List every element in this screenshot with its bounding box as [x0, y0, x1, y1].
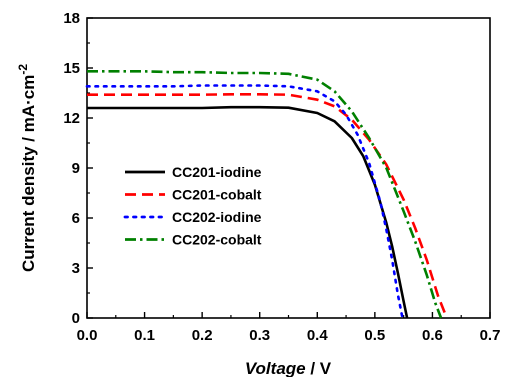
- axis-tick-labels: 0.0 0.1 0.2 0.3 0.4 0.5 0.6 0.7 0 3 6 9 12 15 18: [63, 10, 500, 344]
- series-line-cc202-iodine: [85, 84, 404, 320]
- series-line-cc201-iodine: [87, 105, 409, 319]
- x-tick-label: 0.5: [364, 327, 385, 344]
- y-tick-label: 6: [72, 210, 80, 227]
- x-axis-title-rest: / V: [306, 359, 332, 377]
- x-axis-title-italic: Voltage: [245, 359, 306, 377]
- series-line-cc201-cobalt: [87, 93, 449, 319]
- x-tick-label: 0.6: [422, 327, 443, 344]
- y-tick-label: 9: [72, 160, 80, 177]
- x-tick-label: 0.0: [77, 327, 98, 344]
- y-axis-title-main: Current density / mA·cm: [19, 75, 38, 272]
- x-tick-label: 0.1: [134, 327, 155, 344]
- x-tick-label: 0.4: [307, 327, 329, 344]
- y-tick-label: 3: [72, 260, 80, 277]
- y-tick-label: 0: [72, 310, 80, 327]
- legend-label: CC202-iodine: [172, 209, 262, 225]
- y-axis-title: Current density / mA·cm-2: [16, 64, 38, 272]
- legend-label: CC202-cobalt: [172, 232, 262, 248]
- y-axis-title-sup: -2: [16, 64, 30, 75]
- series-line-cc202-cobalt: [87, 70, 443, 319]
- x-axis-title: Voltage / V: [245, 359, 332, 377]
- x-tick-label: 0.7: [480, 327, 501, 344]
- y-tick-label: 12: [63, 110, 80, 127]
- legend-label: CC201-cobalt: [172, 187, 262, 203]
- x-tick-label: 0.2: [192, 327, 213, 344]
- series-lines: [85, 70, 449, 320]
- legend: CC201-iodine CC201-cobalt CC202-iodine CC20…: [123, 164, 262, 248]
- legend-label: CC201-iodine: [172, 164, 262, 180]
- axis-ticks: [86, 17, 491, 319]
- y-tick-label: 15: [63, 60, 80, 77]
- y-tick-label: 18: [63, 10, 80, 27]
- x-tick-label: 0.3: [249, 327, 270, 344]
